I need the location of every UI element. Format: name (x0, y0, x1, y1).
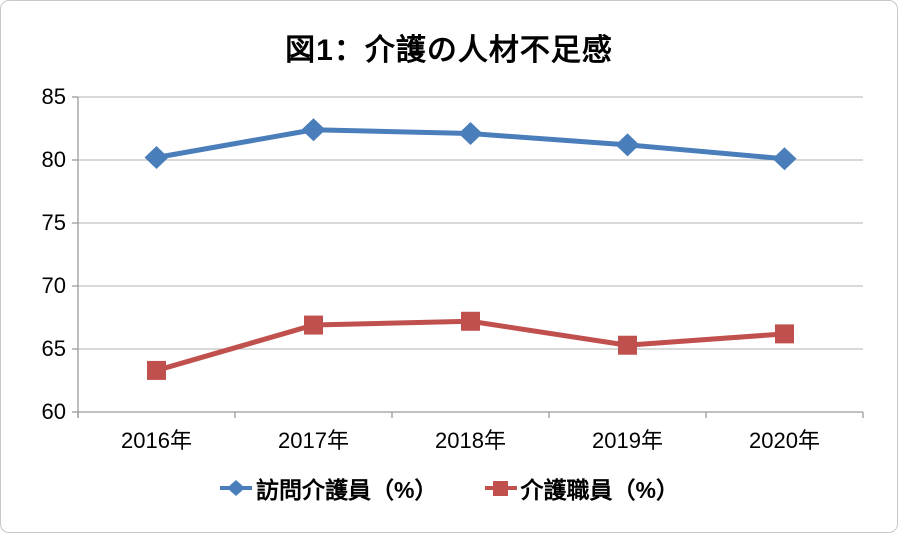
legend-marker-glyph (484, 481, 517, 496)
data-point-diamond (772, 147, 797, 171)
y-tick-label: 70 (42, 273, 66, 298)
data-point-square (775, 324, 794, 344)
x-tick-label: 2018年 (435, 428, 506, 453)
legend-marker-glyph (220, 480, 253, 496)
legend-item-homecare-workers: 訪問介護員（%） (219, 471, 438, 505)
line-chart-plot-area: 60 65 70 75 80 85 2016年 2017年 2018年 2019年 2020年 (42, 84, 864, 453)
chart-title: 図1：介護の人材不足感 (285, 34, 613, 67)
data-point-diamond (301, 118, 326, 142)
data-point-diamond (458, 122, 483, 146)
x-tick-label: 2016年 (121, 428, 192, 453)
y-tick-labels: 60 65 70 75 80 85 (42, 84, 66, 424)
blue-diamond-marker-icon (220, 480, 253, 496)
data-point-square (304, 315, 323, 335)
legend-label: 介護職員（%） (520, 477, 679, 503)
y-tick-label: 75 (42, 210, 66, 235)
legend-item-care-staff: 介護職員（%） (484, 471, 679, 505)
legend-diamond (227, 480, 246, 496)
data-point-square (618, 335, 637, 355)
series-0 (144, 118, 797, 171)
data-point-diamond (615, 133, 640, 157)
x-tick-labels: 2016年 2017年 2018年 2019年 2020年 (121, 428, 820, 453)
legend-label: 訪問介護員（%） (256, 477, 438, 503)
y-tick-label: 80 (42, 147, 66, 172)
red-square-marker-icon (484, 481, 517, 496)
x-tick-label: 2020年 (749, 428, 820, 453)
chart-legend: 訪問介護員（%） 介護職員（%） (1, 471, 897, 505)
axes (72, 96, 864, 418)
data-point-square (147, 360, 166, 380)
x-tick-label: 2019年 (592, 428, 663, 453)
data-point-square (461, 311, 480, 331)
legend-square (492, 481, 508, 496)
data-point-diamond (144, 145, 169, 169)
y-tick-label: 65 (42, 336, 66, 361)
y-tick-label: 60 (42, 399, 66, 424)
x-tick-label: 2017年 (278, 428, 349, 453)
series-1 (147, 311, 794, 380)
y-tick-label: 85 (42, 84, 66, 109)
